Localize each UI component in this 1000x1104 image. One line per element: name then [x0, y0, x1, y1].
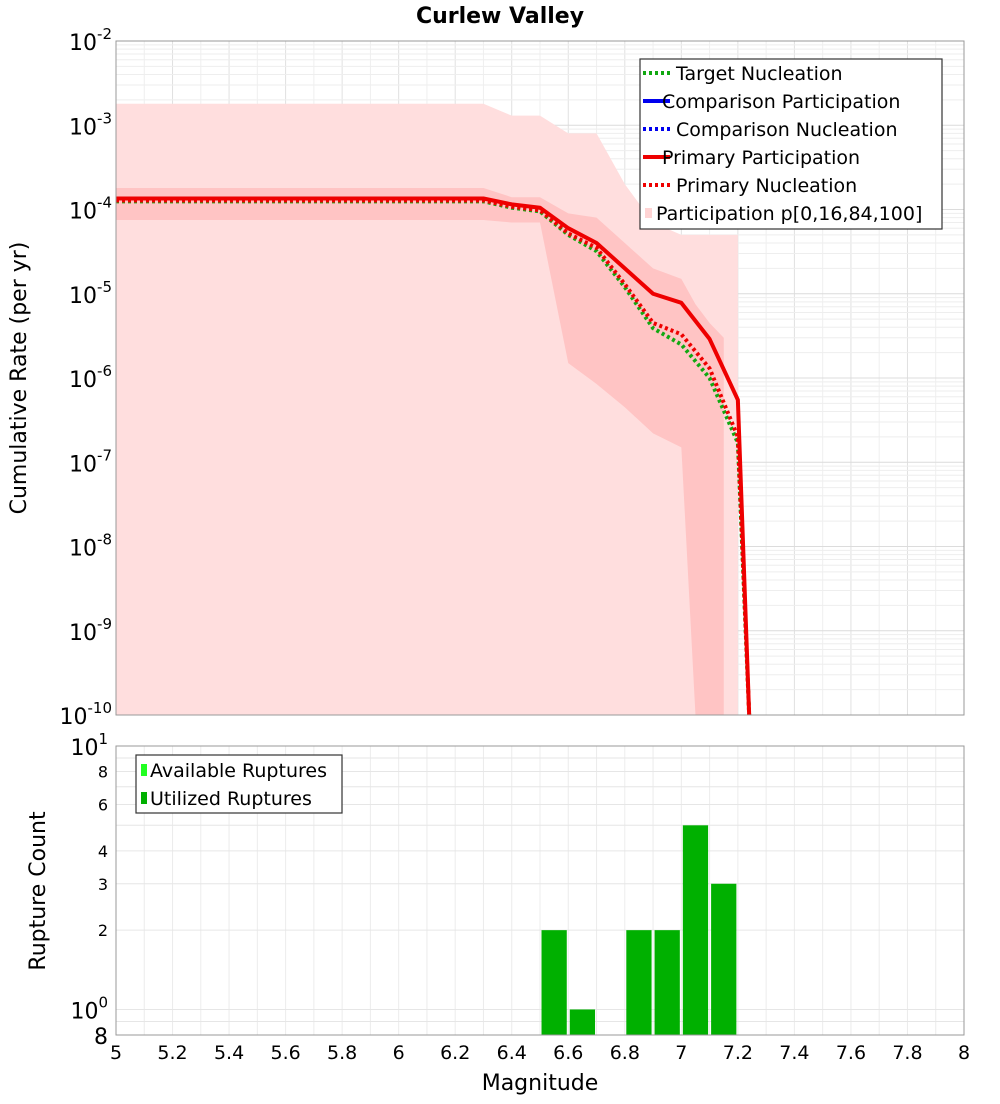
top-y-tick-label: 10-5 — [69, 278, 112, 309]
series-primary-nucleation — [116, 198, 752, 716]
bottom-y-tick-label: 6 — [98, 795, 108, 814]
top-y-tick-label: 10-3 — [69, 109, 112, 140]
legend-label: Available Ruptures — [150, 760, 327, 782]
bottom-legend: Available Ruptures Utilized Ruptures — [135, 754, 343, 814]
bottom-y-tick-label: 8 — [94, 1025, 108, 1050]
x-tick-label: 7.4 — [779, 1042, 809, 1064]
bottom-legend-box — [135, 754, 343, 814]
x-tick-label: 8 — [958, 1042, 970, 1064]
legend-label: Target Nucleation — [675, 63, 843, 85]
x-tick-label: 6.2 — [440, 1042, 470, 1064]
bar — [711, 883, 737, 1035]
bottom-bars — [541, 825, 737, 1035]
x-tick-label: 5.2 — [157, 1042, 187, 1064]
x-tick-label: 5.8 — [327, 1042, 357, 1064]
series-primary-participation — [116, 196, 752, 716]
x-tick-label: 6.8 — [610, 1042, 640, 1064]
x-tick-label: 5 — [110, 1042, 122, 1064]
top-y-tick-label: 10-2 — [69, 25, 112, 56]
bottom-plot-frame — [115, 745, 965, 1036]
top-y-tick-label: 10-6 — [69, 362, 112, 393]
top-y-axis-label: Cumulative Rate (per yr) — [7, 242, 32, 515]
bottom-y-axis-label: Rupture Count — [26, 811, 51, 971]
x-tick-label: 7.6 — [836, 1042, 866, 1064]
bottom-y-tick-label: 8 — [98, 763, 108, 782]
top-y-tick-label: 10-8 — [69, 531, 112, 562]
x-tick-label: 5.6 — [270, 1042, 300, 1064]
top-bands — [116, 103, 738, 716]
top-y-tick-labels: 10-2 10-3 10-4 10-5 10-6 10-7 10-8 10-9 10-10 — [60, 25, 113, 730]
top-legend-box — [639, 58, 943, 230]
legend-label: Participation p[0,16,84,100] — [656, 203, 922, 225]
bar — [569, 1009, 596, 1035]
legend-label: Utilized Ruptures — [150, 788, 312, 810]
x-tick-label: 7 — [675, 1042, 687, 1064]
bottom-y-decade-label: 100 — [70, 993, 108, 1024]
legend-swatch — [645, 208, 652, 218]
bottom-y-tick-label: 3 — [98, 875, 108, 894]
x-axis-label: Magnitude — [482, 1071, 599, 1096]
top-y-tick-label: 10-4 — [69, 194, 112, 225]
legend-swatch — [141, 764, 147, 776]
band-p16-p84 — [116, 187, 724, 715]
top-y-tick-label: 10-10 — [60, 699, 113, 730]
top-lines — [116, 196, 752, 716]
x-tick-labels: 5 5.2 5.4 5.6 5.8 6 6.2 6.4 6.6 6.8 7 7.2 7.4 7.6 7.8 8 — [110, 1042, 970, 1064]
legend-label: Comparison Participation — [662, 91, 900, 113]
x-tick-label: 7.8 — [892, 1042, 922, 1064]
x-tick-label: 5.4 — [214, 1042, 244, 1064]
bar — [682, 825, 709, 1035]
x-tick-label: 6.4 — [497, 1042, 527, 1064]
chart-title: Curlew Valley — [416, 4, 584, 29]
bottom-y-tick-labels: 8 6 4 3 2 8 101 100 — [70, 730, 108, 1050]
top-y-tick-label: 10-7 — [69, 446, 112, 477]
bar — [541, 930, 567, 1035]
bar — [626, 930, 652, 1035]
x-tick-label: 6 — [393, 1042, 405, 1064]
top-legend: Target Nucleation Comparison Participatio… — [639, 58, 943, 230]
top-y-tick-label: 10-9 — [69, 615, 112, 646]
bottom-y-tick-label: 2 — [98, 921, 108, 940]
bottom-y-decade-label: 101 — [70, 730, 108, 761]
x-tick-label: 7.2 — [723, 1042, 753, 1064]
legend-swatch — [141, 792, 147, 804]
bottom-y-tick-label: 4 — [98, 842, 108, 861]
legend-label: Comparison Nucleation — [676, 119, 898, 141]
x-tick-label: 6.6 — [553, 1042, 583, 1064]
bottom-grid — [116, 746, 965, 1035]
bar — [654, 930, 680, 1035]
top-plot-frame — [115, 40, 965, 716]
legend-label: Primary Participation — [662, 147, 860, 169]
legend-label: Primary Nucleation — [676, 175, 857, 197]
